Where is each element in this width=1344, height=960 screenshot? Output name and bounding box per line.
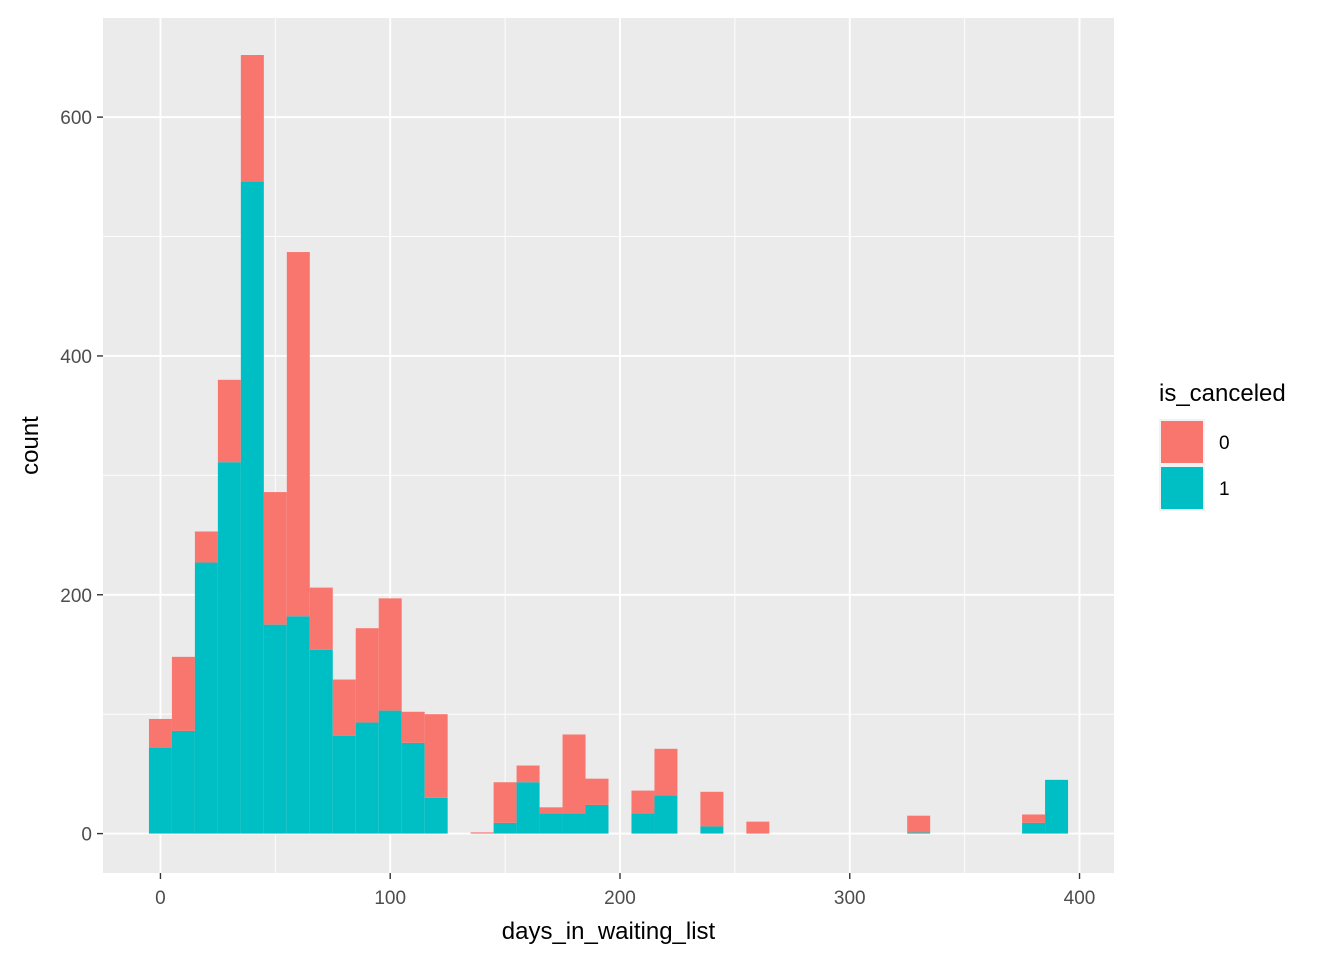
bar-canceled-0 [240, 55, 264, 182]
bar-canceled-1 [424, 797, 448, 834]
bar-canceled-1 [631, 813, 655, 834]
grid-major [103, 18, 1114, 873]
bar-canceled-0 [700, 791, 724, 827]
y-tick-label: 600 [60, 108, 92, 129]
bar-canceled-1 [539, 813, 563, 834]
bar-canceled-1 [1022, 822, 1046, 834]
bar-canceled-1 [907, 832, 931, 834]
bar-canceled-0 [309, 587, 333, 650]
bar-canceled-1 [240, 181, 264, 834]
bar-canceled-1 [562, 813, 586, 834]
bar-canceled-0 [470, 832, 494, 834]
bar-canceled-0 [585, 778, 609, 805]
bar-canceled-0 [286, 252, 310, 617]
legend-key-1 [1161, 467, 1203, 509]
legend-label-0: 0 [1219, 433, 1230, 454]
bar-canceled-1 [309, 649, 333, 834]
x-tick-label: 400 [1064, 888, 1096, 909]
bar-canceled-0 [194, 531, 218, 563]
grid-minor [103, 18, 1114, 873]
legend-label-1: 1 [1219, 479, 1230, 500]
bar-canceled-1 [1045, 779, 1069, 834]
bar-canceled-1 [217, 462, 241, 834]
bar-canceled-1 [148, 747, 172, 834]
bar-canceled-1 [700, 826, 724, 834]
bar-canceled-1 [194, 562, 218, 834]
bar-canceled-0 [355, 628, 379, 723]
bar-canceled-0 [907, 815, 931, 833]
bar-canceled-1 [171, 730, 195, 834]
bars [148, 55, 1069, 834]
bar-canceled-0 [378, 598, 402, 711]
x-tick-label: 100 [374, 888, 406, 909]
y-axis-title: count [17, 416, 44, 475]
x-axis-title: days_in_waiting_list [502, 918, 716, 945]
bar-canceled-0 [332, 679, 356, 736]
bar-canceled-0 [263, 492, 287, 625]
x-tick-label: 300 [834, 888, 866, 909]
bar-canceled-0 [516, 765, 540, 783]
y-axis: 0 200 400 600 [60, 108, 103, 846]
bar-canceled-1 [332, 735, 356, 834]
bar-canceled-0 [148, 718, 172, 748]
y-tick-label: 200 [60, 586, 92, 607]
bar-canceled-0 [493, 782, 517, 823]
bar-canceled-0 [539, 807, 563, 814]
bar-canceled-0 [401, 711, 425, 743]
bar-canceled-1 [378, 710, 402, 834]
bar-canceled-0 [746, 821, 770, 834]
bar-canceled-0 [1022, 814, 1046, 823]
x-axis: 0 100 200 300 400 [155, 873, 1095, 909]
bar-canceled-0 [424, 714, 448, 798]
y-tick-label: 400 [60, 347, 92, 368]
bar-canceled-1 [401, 742, 425, 834]
legend-key-0 [1161, 421, 1203, 463]
bar-canceled-0 [631, 790, 655, 814]
bar-canceled-1 [493, 822, 517, 834]
legend-title: is_canceled [1159, 380, 1286, 407]
bar-canceled-0 [217, 379, 241, 463]
bar-canceled-1 [355, 722, 379, 834]
bar-canceled-1 [654, 795, 678, 834]
bar-canceled-0 [171, 656, 195, 731]
bar-canceled-0 [654, 748, 678, 796]
bar-canceled-1 [263, 624, 287, 834]
bar-canceled-1 [585, 804, 609, 834]
x-tick-label: 200 [604, 888, 636, 909]
x-tick-label: 0 [155, 888, 166, 909]
bar-canceled-0 [562, 734, 586, 814]
y-tick-label: 0 [81, 825, 92, 846]
bar-canceled-1 [516, 782, 540, 834]
legend: is_canceled 0 1 [1159, 380, 1286, 511]
bar-canceled-1 [286, 616, 310, 834]
